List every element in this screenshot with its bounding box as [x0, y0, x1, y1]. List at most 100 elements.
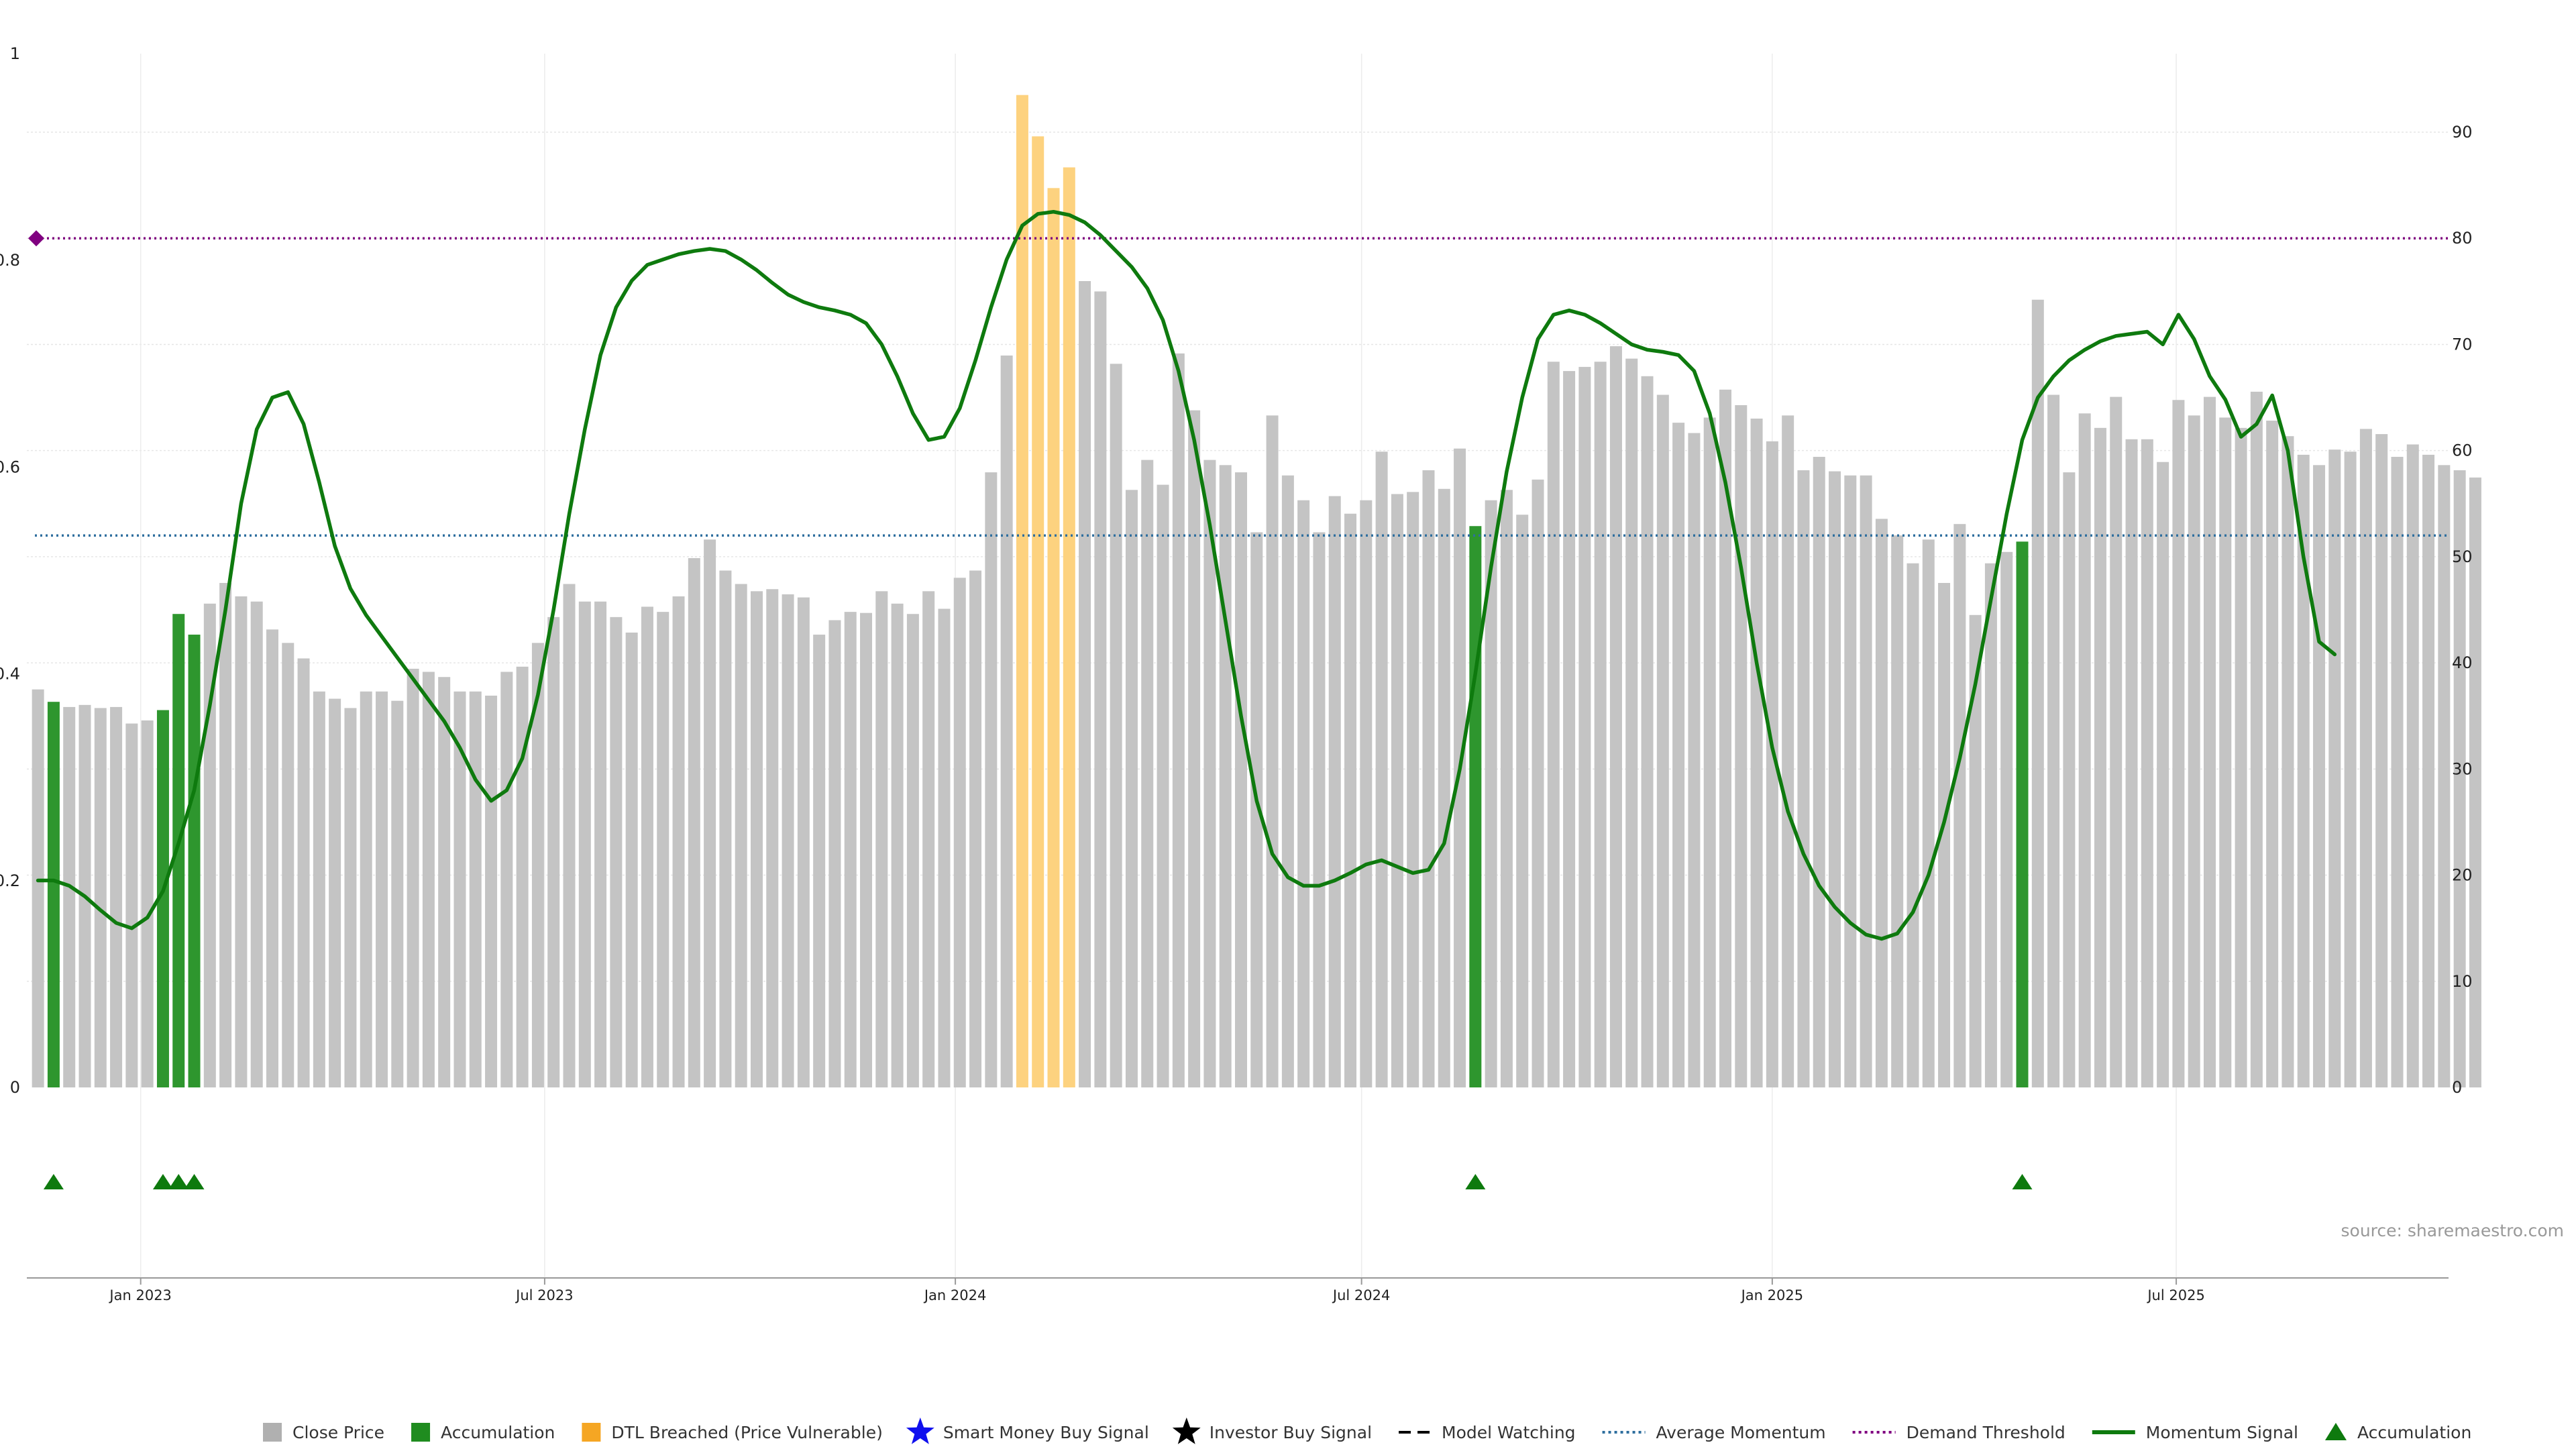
- x-tick-label: Jul 2024: [1332, 1287, 1390, 1303]
- close-price-bar: [2282, 436, 2294, 1087]
- close-price-bar: [1907, 563, 1919, 1087]
- legend-item-accum_marker: Accumulation: [2324, 1423, 2471, 1442]
- legend-label: Close Price: [292, 1423, 384, 1442]
- close-price-bar: [2375, 434, 2388, 1087]
- source-label: source: sharemaestro.com: [2341, 1221, 2565, 1240]
- legend-item-close: Close Price: [263, 1423, 384, 1442]
- right-tick-label: 60: [2452, 441, 2473, 460]
- close-price-bar: [2157, 462, 2169, 1087]
- close-price-bar: [2203, 396, 2216, 1087]
- accumulation-bar: [1469, 526, 1482, 1087]
- close-price-bar: [1969, 614, 1982, 1087]
- close-price-bar: [1547, 362, 1560, 1087]
- close-price-bar: [1782, 415, 1794, 1087]
- close-price-bar: [1188, 410, 1201, 1087]
- close-price-bar: [719, 570, 732, 1087]
- legend-item-watch: Model Watching: [1399, 1423, 1576, 1442]
- close-price-bar: [1875, 519, 1888, 1087]
- close-price-bar: [110, 706, 123, 1087]
- accumulation-marker: [43, 1174, 64, 1189]
- close-price-bar: [891, 603, 904, 1087]
- accumulation-bar: [2016, 541, 2029, 1087]
- close-price-bar: [1500, 490, 1513, 1087]
- close-price-bar: [485, 695, 498, 1087]
- close-price-bar: [1594, 362, 1607, 1087]
- close-price-bar: [1328, 496, 1341, 1087]
- x-tick-label: Jan 2023: [108, 1287, 172, 1303]
- close-price-bar: [2141, 439, 2153, 1087]
- close-price-bar: [1797, 470, 1810, 1087]
- left-tick-label: 0.2: [0, 871, 20, 890]
- accumulation-marker: [2012, 1174, 2033, 1189]
- close-price-bar: [360, 691, 372, 1087]
- close-price-bar: [2235, 427, 2247, 1087]
- close-price-bar: [1281, 475, 1294, 1087]
- close-price-bar: [1672, 423, 1685, 1087]
- legend-label: Average Momentum: [1656, 1423, 1826, 1442]
- close-price-bar: [1922, 539, 1935, 1087]
- close-price-bar: [531, 643, 544, 1087]
- right-tick-label: 30: [2452, 759, 2473, 778]
- dtl-breached-bar: [1047, 188, 1060, 1088]
- close-price-bar: [672, 596, 685, 1087]
- legend-item-accum: Accumulation: [411, 1423, 555, 1442]
- close-price-bar: [547, 616, 560, 1087]
- left-tick-label: 0: [10, 1078, 20, 1097]
- close-price-bar: [1094, 291, 1107, 1088]
- close-price-bar: [407, 668, 419, 1087]
- close-price-bar: [63, 706, 76, 1087]
- close-price-bar: [578, 601, 591, 1087]
- close-price-bar: [1250, 532, 1263, 1087]
- close-price-bar: [1110, 364, 1122, 1087]
- close-price-bar: [2313, 465, 2326, 1087]
- legend-item-investor: Investor Buy Signal: [1172, 1417, 1372, 1444]
- close-price-bar: [32, 689, 44, 1087]
- close-price-bar: [1391, 494, 1403, 1087]
- close-price-bar: [1079, 281, 1091, 1087]
- legend-swatch: [263, 1423, 282, 1442]
- close-price-bar: [1766, 441, 1778, 1087]
- close-price-bar: [219, 582, 232, 1087]
- x-tick-label: Jul 2023: [515, 1287, 573, 1303]
- accumulation-marker: [152, 1174, 173, 1189]
- right-tick-label: 70: [2452, 335, 2473, 354]
- close-price-bar: [1984, 563, 1997, 1087]
- close-price-bar: [766, 589, 779, 1087]
- close-price-bar: [453, 691, 466, 1087]
- close-price-bar: [1813, 456, 1825, 1087]
- star-black-icon: [1172, 1417, 1201, 1444]
- close-price-bar: [1532, 479, 1544, 1087]
- close-price-bar: [782, 594, 794, 1087]
- close-price-bar: [1219, 465, 1232, 1087]
- close-price-bar: [1313, 532, 1326, 1087]
- close-price-bar: [1438, 488, 1450, 1087]
- dtl-breached-bar: [1016, 95, 1028, 1087]
- close-price-bar: [235, 596, 248, 1087]
- close-price-bar: [1516, 515, 1529, 1087]
- legend-label: Smart Money Buy Signal: [943, 1423, 1149, 1442]
- close-price-bar: [1625, 358, 1638, 1087]
- right-tick-label: 40: [2452, 653, 2473, 672]
- close-price-bar: [1829, 471, 1841, 1087]
- close-price-bar: [2110, 396, 2123, 1087]
- close-price-bar: [516, 666, 529, 1087]
- dtl-breached-bar: [1032, 136, 1044, 1087]
- legend-label: Demand Threshold: [1907, 1423, 2065, 1442]
- accumulation-bar: [47, 702, 60, 1087]
- left-tick-label: 1: [10, 44, 20, 63]
- right-tick-label: 20: [2452, 866, 2473, 885]
- close-price-bar: [1422, 470, 1435, 1087]
- close-price-bar: [1360, 500, 1373, 1087]
- close-price-bar: [2422, 454, 2435, 1087]
- accumulation-bar: [172, 614, 185, 1087]
- close-price-bar: [500, 672, 513, 1087]
- close-price-bar: [313, 691, 325, 1087]
- legend-swatch: [411, 1423, 431, 1442]
- star-blue-icon: [906, 1417, 934, 1444]
- close-price-bar: [844, 612, 857, 1087]
- close-price-bar: [1000, 355, 1013, 1088]
- close-price-bar: [2453, 470, 2466, 1087]
- close-price-bar: [329, 698, 341, 1087]
